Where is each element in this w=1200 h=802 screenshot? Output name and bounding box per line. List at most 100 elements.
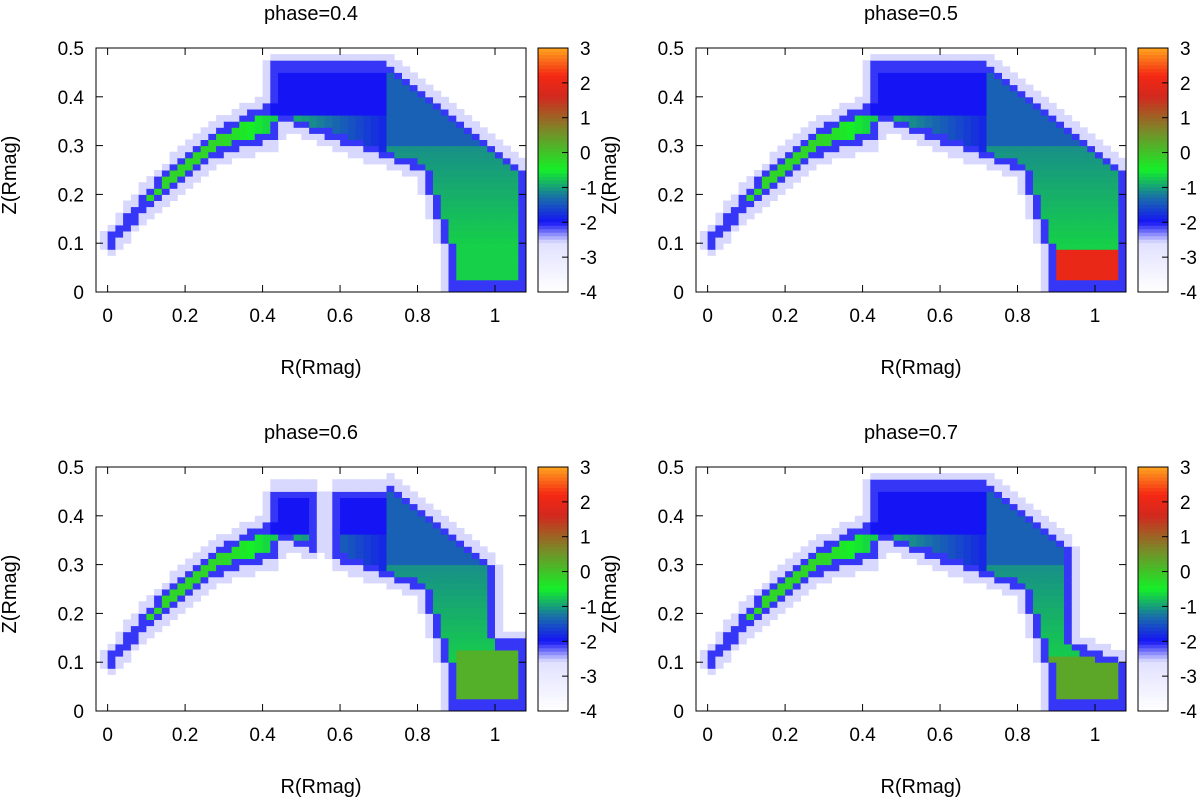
heatmap-cell bbox=[409, 570, 418, 578]
heatmap-cell bbox=[1033, 528, 1042, 535]
heatmap-cell-halo bbox=[839, 145, 848, 153]
heatmap-cell-halo bbox=[862, 60, 871, 67]
heatmap-cell bbox=[870, 479, 879, 486]
heatmap-cell bbox=[448, 163, 457, 171]
heatmap-cell bbox=[1009, 576, 1018, 584]
heatmap-cell bbox=[1009, 133, 1018, 140]
heatmap-cell bbox=[971, 84, 980, 92]
heatmap-cell bbox=[947, 60, 956, 67]
heatmap-cell bbox=[355, 509, 364, 517]
heatmap-cell-halo bbox=[940, 564, 949, 572]
heatmap-cell-halo bbox=[963, 54, 972, 61]
heatmap-cell-halo bbox=[402, 66, 411, 73]
heatmap-cell-halo bbox=[885, 540, 894, 547]
heatmap-cell bbox=[456, 249, 465, 256]
heatmap-cell bbox=[464, 170, 473, 177]
heatmap-cell bbox=[1087, 188, 1096, 195]
heatmap-cell bbox=[309, 121, 318, 128]
heatmap-cell-halo bbox=[208, 121, 217, 128]
heatmap-cell-halo bbox=[932, 564, 941, 572]
heatmap-cell bbox=[448, 564, 457, 572]
heatmap-cell bbox=[870, 72, 879, 79]
heatmap-cell-halo bbox=[800, 582, 809, 590]
heatmap-cell-halo bbox=[99, 656, 109, 663]
heatmap-cell bbox=[1002, 570, 1011, 578]
colorbar-tick-label: -1 bbox=[580, 178, 597, 199]
heatmap-cell bbox=[978, 102, 987, 110]
heatmap-cell-halo bbox=[1102, 151, 1111, 159]
heatmap-cell bbox=[502, 255, 511, 262]
heatmap-cell-halo bbox=[1040, 680, 1049, 688]
heatmap-cell bbox=[378, 558, 387, 566]
heatmap-cell-halo bbox=[130, 200, 140, 208]
heatmap-cell-halo bbox=[239, 570, 248, 578]
heatmap-cell bbox=[123, 643, 132, 651]
heatmap-cell bbox=[1009, 84, 1018, 92]
heatmap-cell bbox=[1040, 576, 1049, 584]
heatmap-cell bbox=[495, 698, 504, 706]
heatmap-cell bbox=[1118, 231, 1127, 238]
heatmap-cell bbox=[831, 546, 840, 553]
heatmap-cell-halo bbox=[278, 121, 287, 128]
colorbar-segment bbox=[538, 79, 568, 84]
colorbar-segment bbox=[1138, 82, 1168, 87]
heatmap-cell bbox=[270, 540, 279, 547]
heatmap-cell bbox=[823, 552, 832, 559]
colorbar-segment bbox=[538, 683, 568, 688]
heatmap-cell-halo bbox=[495, 570, 504, 578]
heatmap-cell bbox=[433, 576, 442, 584]
heatmap-cell-halo bbox=[792, 170, 801, 177]
heatmap-cell bbox=[1087, 249, 1096, 256]
heatmap-cell bbox=[1110, 656, 1119, 663]
heatmap-cell bbox=[1048, 631, 1057, 639]
heatmap-cell bbox=[816, 127, 825, 134]
heatmap-cell bbox=[862, 521, 871, 529]
heatmap-cell bbox=[332, 534, 341, 541]
heatmap-cell bbox=[440, 121, 449, 128]
heatmap-cell-halo bbox=[1033, 650, 1042, 657]
colorbar-segment bbox=[538, 176, 568, 182]
heatmap-cell bbox=[293, 90, 302, 98]
heatmap-cell bbox=[707, 237, 716, 244]
heatmap-cell bbox=[1079, 650, 1088, 657]
heatmap-cell bbox=[994, 503, 1003, 511]
heatmap-cell-halo bbox=[386, 54, 395, 61]
heatmap-cell bbox=[746, 619, 755, 627]
colorbar-frame bbox=[1137, 466, 1169, 712]
heatmap-cell bbox=[870, 60, 879, 67]
heatmap-cell bbox=[487, 704, 496, 712]
heatmap-cell bbox=[893, 528, 902, 535]
heatmap-cell-halo bbox=[730, 194, 740, 201]
colorbar-segment bbox=[1138, 149, 1168, 154]
heatmap-cell bbox=[1087, 686, 1096, 694]
heatmap-cell-halo bbox=[792, 133, 801, 140]
heatmap-cell bbox=[293, 78, 302, 86]
heatmap-cell bbox=[293, 96, 302, 104]
heatmap-cell bbox=[440, 182, 449, 189]
colorbar-tick-label: 3 bbox=[580, 458, 591, 479]
heatmap-cell-halo bbox=[200, 552, 209, 559]
heatmap-cell bbox=[471, 243, 480, 250]
heatmap-cell bbox=[1064, 182, 1073, 189]
heatmap-cell bbox=[1064, 643, 1073, 651]
colorbar-segment bbox=[1138, 61, 1168, 67]
heatmap-cell bbox=[963, 509, 972, 517]
heatmap-cell bbox=[355, 515, 364, 523]
heatmap-cell bbox=[293, 109, 302, 116]
heatmap-cell bbox=[347, 72, 356, 79]
heatmap-cell bbox=[1071, 157, 1080, 165]
heatmap-cell bbox=[847, 546, 856, 553]
heatmap-cell bbox=[1025, 163, 1034, 171]
heatmap-cell bbox=[1110, 237, 1119, 244]
heatmap-cell bbox=[386, 558, 395, 566]
heatmap-cell bbox=[510, 212, 519, 220]
x-tick-label: 0.2 bbox=[172, 725, 198, 746]
heatmap-cell bbox=[332, 72, 341, 79]
heatmap-cell bbox=[1025, 595, 1034, 602]
colorbar-segment bbox=[1138, 613, 1168, 618]
heatmap-cell bbox=[417, 534, 426, 541]
heatmap-cell bbox=[355, 127, 364, 134]
heatmap-cell bbox=[479, 285, 488, 293]
heatmap-cell bbox=[324, 96, 333, 104]
heatmap-cell bbox=[448, 261, 457, 269]
